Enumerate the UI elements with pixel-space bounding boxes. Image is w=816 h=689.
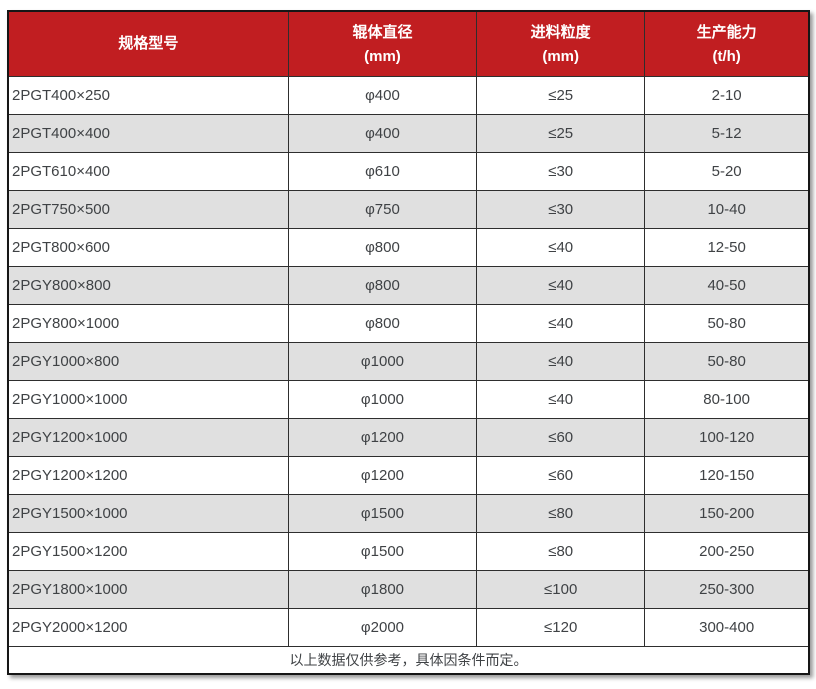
table-row: 2PGT400×250 φ400 ≤25 2-10 [7, 75, 810, 115]
value-cell: 120-150 [644, 455, 810, 495]
model-cell: 2PGY1500×1200 [7, 531, 289, 571]
table-row: 2PGY1200×1200 φ1200 ≤60 120-150 [7, 455, 810, 495]
spec-table-wrapper: 规格型号 辊体直径 (mm) 进料粒度 (mm) 生产能力 (t/h) 2PGT400×25… [7, 10, 810, 675]
table-row: 2PGT400×400 φ400 ≤25 5-12 [7, 113, 810, 153]
value-cell: ≤120 [476, 607, 646, 647]
value-cell: 2-10 [644, 75, 810, 115]
value-cell: ≤40 [476, 341, 646, 381]
value-cell: 5-20 [644, 151, 810, 191]
value-cell: 300-400 [644, 607, 810, 647]
value-cell: φ750 [287, 189, 478, 229]
value-cell: ≤30 [476, 189, 646, 229]
value-cell: ≤30 [476, 151, 646, 191]
value-cell: 150-200 [644, 493, 810, 533]
table-row: 2PGT800×600 φ800 ≤40 12-50 [7, 227, 810, 267]
model-cell: 2PGY2000×1200 [7, 607, 289, 647]
value-cell: φ1500 [287, 531, 478, 571]
value-cell: 80-100 [644, 379, 810, 419]
model-cell: 2PGY1000×800 [7, 341, 289, 381]
value-cell: 10-40 [644, 189, 810, 229]
value-cell: φ800 [287, 265, 478, 305]
value-cell: φ1200 [287, 455, 478, 495]
table-row: 2PGT750×500 φ750 ≤30 10-40 [7, 189, 810, 229]
value-cell: 50-80 [644, 341, 810, 381]
value-cell: ≤40 [476, 303, 646, 343]
value-cell: ≤80 [476, 531, 646, 571]
model-cell: 2PGY1500×1000 [7, 493, 289, 533]
value-cell: 200-250 [644, 531, 810, 571]
table-row: 2PGY1200×1000 φ1200 ≤60 100-120 [7, 417, 810, 457]
value-cell: φ610 [287, 151, 478, 191]
value-cell: φ800 [287, 227, 478, 267]
column-header: 辊体直径 (mm) [287, 10, 478, 77]
model-cell: 2PGT750×500 [7, 189, 289, 229]
value-cell: ≤25 [476, 75, 646, 115]
model-cell: 2PGY1200×1000 [7, 417, 289, 457]
column-title: 生产能力 [696, 23, 757, 41]
value-cell: φ1500 [287, 493, 478, 533]
model-cell: 2PGY800×1000 [7, 303, 289, 343]
value-cell: ≤80 [476, 493, 646, 533]
model-cell: 2PGT400×400 [7, 113, 289, 153]
model-cell: 2PGY800×800 [7, 265, 289, 305]
table-row: 2PGY800×1000 φ800 ≤40 50-80 [7, 303, 810, 343]
value-cell: ≤60 [476, 417, 646, 457]
value-cell: ≤100 [476, 569, 646, 609]
value-cell: ≤40 [476, 265, 646, 305]
table-header-row: 规格型号 辊体直径 (mm) 进料粒度 (mm) 生产能力 (t/h) [7, 10, 810, 77]
model-cell: 2PGT400×250 [7, 75, 289, 115]
value-cell: φ1000 [287, 341, 478, 381]
table-row: 2PGY1000×800 φ1000 ≤40 50-80 [7, 341, 810, 381]
spec-table: 规格型号 辊体直径 (mm) 进料粒度 (mm) 生产能力 (t/h) 2PGT400×25… [7, 10, 810, 675]
model-cell: 2PGT610×400 [7, 151, 289, 191]
model-cell: 2PGT800×600 [7, 227, 289, 267]
model-cell: 2PGY1000×1000 [7, 379, 289, 419]
value-cell: 250-300 [644, 569, 810, 609]
value-cell: 50-80 [644, 303, 810, 343]
table-footer-row: 以上数据仅供参考，具体因条件而定。 [7, 645, 810, 675]
table-row: 2PGY800×800 φ800 ≤40 40-50 [7, 265, 810, 305]
value-cell: φ400 [287, 75, 478, 115]
column-unit: (t/h) [712, 47, 741, 65]
footnote-cell: 以上数据仅供参考，具体因条件而定。 [7, 645, 810, 675]
value-cell: ≤40 [476, 227, 646, 267]
value-cell: φ400 [287, 113, 478, 153]
table-row: 2PGY2000×1200 φ2000 ≤120 300-400 [7, 607, 810, 647]
column-title: 进料粒度 [530, 23, 591, 41]
model-cell: 2PGY1800×1000 [7, 569, 289, 609]
value-cell: 12-50 [644, 227, 810, 267]
table-row: 2PGY1500×1200 φ1500 ≤80 200-250 [7, 531, 810, 571]
table-row: 2PGY1500×1000 φ1500 ≤80 150-200 [7, 493, 810, 533]
value-cell: 40-50 [644, 265, 810, 305]
column-unit: (mm) [542, 47, 580, 65]
model-cell: 2PGY1200×1200 [7, 455, 289, 495]
value-cell: ≤60 [476, 455, 646, 495]
value-cell: φ1800 [287, 569, 478, 609]
value-cell: 5-12 [644, 113, 810, 153]
value-cell: ≤25 [476, 113, 646, 153]
value-cell: φ800 [287, 303, 478, 343]
column-unit: (mm) [364, 47, 401, 65]
value-cell: φ1200 [287, 417, 478, 457]
column-header: 生产能力 (t/h) [644, 10, 810, 77]
table-row: 2PGY1000×1000 φ1000 ≤40 80-100 [7, 379, 810, 419]
value-cell: φ1000 [287, 379, 478, 419]
column-title: 辊体直径 [352, 23, 413, 41]
column-title: 规格型号 [118, 35, 179, 53]
value-cell: 100-120 [644, 417, 810, 457]
column-header: 规格型号 [7, 10, 289, 77]
table-row: 2PGY1800×1000 φ1800 ≤100 250-300 [7, 569, 810, 609]
table-row: 2PGT610×400 φ610 ≤30 5-20 [7, 151, 810, 191]
value-cell: ≤40 [476, 379, 646, 419]
column-header: 进料粒度 (mm) [476, 10, 646, 77]
value-cell: φ2000 [287, 607, 478, 647]
